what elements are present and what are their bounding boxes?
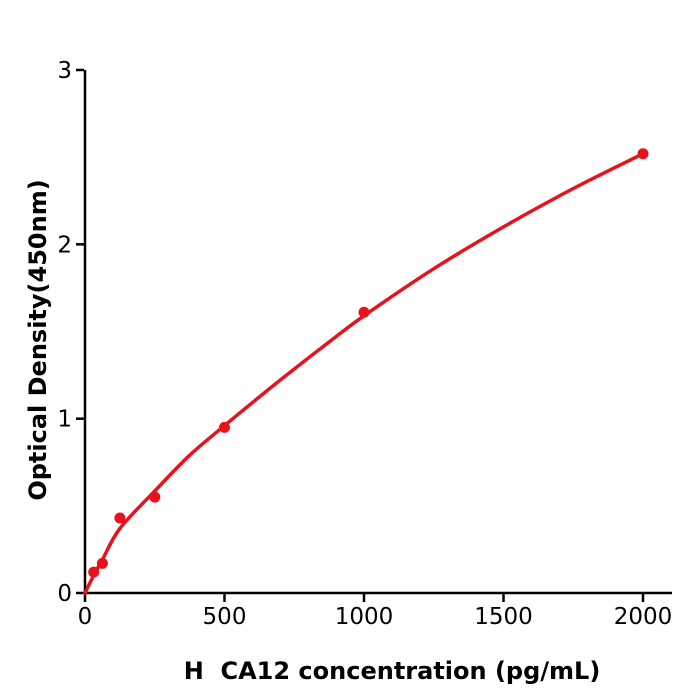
x-tick-label: 1000 bbox=[335, 604, 394, 630]
x-tick-label: 2000 bbox=[614, 604, 673, 630]
x-tick-label: 1500 bbox=[474, 604, 533, 630]
data-point bbox=[114, 512, 126, 524]
y-tick-label: 2 bbox=[57, 232, 72, 258]
y-tick-label: 3 bbox=[57, 58, 72, 84]
fit-curve bbox=[83, 151, 645, 595]
data-point bbox=[96, 557, 108, 569]
data-point bbox=[149, 491, 161, 503]
x-tick-label: 0 bbox=[78, 604, 93, 630]
y-axis-title: Optical Density(450nm) bbox=[24, 179, 52, 500]
y-tick-label: 1 bbox=[57, 407, 72, 433]
data-point bbox=[358, 306, 370, 318]
data-point bbox=[219, 421, 230, 433]
y-tick-label: 0 bbox=[57, 581, 72, 607]
data-point bbox=[88, 566, 100, 578]
x-tick-label: 500 bbox=[203, 604, 247, 630]
data-point bbox=[637, 148, 649, 160]
x-axis-title: H CA12 concentration (pg/mL) bbox=[184, 657, 601, 685]
